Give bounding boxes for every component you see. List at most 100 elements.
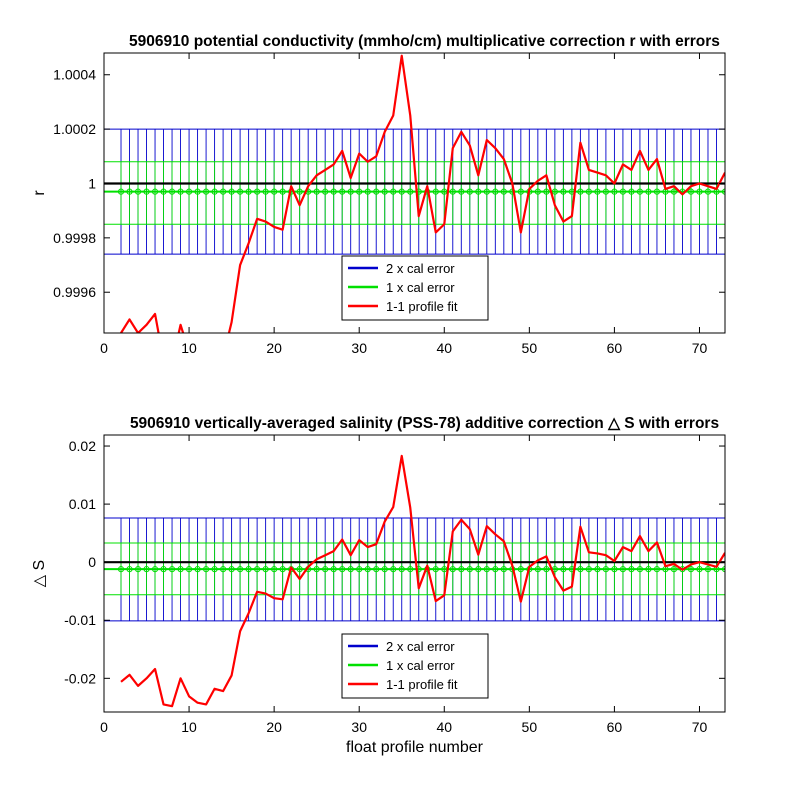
cal-fit-marker <box>373 566 380 573</box>
axes-box <box>103 52 726 334</box>
cal-fit-marker <box>449 566 456 573</box>
cal-fit-marker <box>177 566 184 573</box>
cal-fit-marker <box>517 188 524 195</box>
x-tick-label: 50 <box>522 719 538 735</box>
cal-fit-marker <box>636 188 644 195</box>
cal-fit-marker <box>168 566 176 573</box>
y-tick-label: 0.9998 <box>53 230 96 246</box>
legend-entry: 1-1 profile fit <box>386 299 458 314</box>
cal-fit-marker <box>543 566 550 573</box>
series-line-1 <box>120 54 725 333</box>
cal-fit-marker <box>721 566 725 573</box>
cal-fit-marker <box>271 566 278 573</box>
cal-fit-marker <box>347 566 354 573</box>
cal-fit-marker <box>245 188 252 195</box>
cal-fit-marker <box>458 188 465 195</box>
band-1x-cal-error <box>120 161 725 225</box>
cal-fit-marker <box>356 188 363 195</box>
cal-fit-marker <box>381 188 388 195</box>
cal-fit-marker <box>390 566 397 573</box>
cal-fit-marker <box>534 188 541 195</box>
x-tick-label: 70 <box>692 340 708 356</box>
cal-fit-marker <box>339 566 346 573</box>
cal-fit-marker <box>407 566 414 573</box>
cal-fit-marker <box>177 188 184 195</box>
cal-fit-marker <box>194 566 201 573</box>
legend-entry: 1-1 profile fit <box>386 677 458 692</box>
y-axis-label: △ S <box>31 560 48 587</box>
cal-fit-marker <box>602 566 610 573</box>
legend-entry: 2 x cal error <box>386 639 455 654</box>
cal-fit-marker <box>670 566 678 573</box>
cal-fit-marker <box>466 566 473 573</box>
cal-fit-marker <box>628 566 635 573</box>
cal-fit-marker <box>134 566 142 573</box>
cal-fit-marker <box>696 188 703 195</box>
cal-fit-marker <box>160 188 167 195</box>
cal-fit-marker <box>211 566 218 573</box>
cal-fit-marker <box>483 188 490 195</box>
cal-fit-marker <box>534 566 541 573</box>
cal-fit-marker <box>322 566 329 573</box>
cal-fit-marker <box>279 566 286 573</box>
legend-entry: 1 x cal error <box>386 280 455 295</box>
cal-fit-marker <box>356 566 363 573</box>
x-tick-label: 70 <box>692 719 708 735</box>
cal-fit-marker <box>517 566 524 573</box>
cal-fit-marker <box>126 566 133 573</box>
cal-fit-marker <box>160 566 167 573</box>
cal-fit-marker <box>254 566 261 573</box>
cal-fit-marker <box>134 188 142 195</box>
cal-fit-marker <box>151 566 159 573</box>
chart-panel-2: 0 10 20 30 40 50 60 70 -0.02 -0.01 0 0.01 0.02 590691… <box>31 415 726 756</box>
cal-fit-marker <box>619 566 627 573</box>
cal-fit-marker <box>296 566 303 573</box>
cal-fit-marker <box>381 566 388 573</box>
cal-fit-marker <box>296 188 303 195</box>
cal-fit-marker <box>585 188 592 195</box>
x-axis-label: float profile number <box>346 739 484 756</box>
cal-fit-marker <box>466 188 473 195</box>
cal-fit-marker <box>492 188 499 195</box>
cal-fit-marker <box>585 566 592 573</box>
legend: 2 x cal error 1 x cal error 1-1 profile fi… <box>341 255 489 321</box>
chart-panel-1: 0 10 20 30 40 50 60 70 0.9996 0.9998 1 1.0002 1.0004… <box>31 33 726 356</box>
cal-fit-marker <box>594 188 601 195</box>
cal-fit-marker <box>560 566 567 573</box>
cal-fit-marker <box>500 566 507 573</box>
x-tick-label: 50 <box>522 340 538 356</box>
cal-fit-marker <box>185 566 193 573</box>
series-line-1 <box>120 454 725 708</box>
cal-fit-marker <box>313 566 320 573</box>
cal-fit-marker <box>670 188 678 195</box>
cal-fit-marker <box>619 188 627 195</box>
cal-fit-marker <box>194 188 201 195</box>
cal-fit-marker <box>117 188 125 195</box>
cal-fit-marker <box>645 566 652 573</box>
cal-fit-marker <box>126 188 133 195</box>
cal-fit-marker <box>577 566 584 573</box>
cal-fit-marker <box>339 188 346 195</box>
x-tick-label: 20 <box>266 340 282 356</box>
cal-fit-marker <box>279 188 286 195</box>
legend-entry: 2 x cal error <box>386 261 455 276</box>
y-tick-label: 1.0002 <box>53 121 96 137</box>
x-tick-label: 30 <box>351 340 367 356</box>
x-tick-label: 20 <box>266 719 282 735</box>
cal-fit-marker <box>347 188 354 195</box>
x-tick-label: 30 <box>351 719 367 735</box>
cal-fit-marker <box>449 188 456 195</box>
cal-fit-marker <box>143 566 150 573</box>
cal-fit-marker <box>492 566 499 573</box>
cal-fit-marker <box>262 188 269 195</box>
cal-fit-marker <box>237 566 244 573</box>
cal-fit-marker <box>645 188 652 195</box>
cal-fit-marker <box>219 188 227 195</box>
cal-fit-marker <box>322 188 329 195</box>
x-tick-label: 0 <box>100 719 108 735</box>
y-tick-label: 0 <box>88 554 96 570</box>
cal-fit-marker <box>151 188 159 195</box>
cal-fit-marker <box>602 188 610 195</box>
cal-fit-marker <box>271 188 278 195</box>
